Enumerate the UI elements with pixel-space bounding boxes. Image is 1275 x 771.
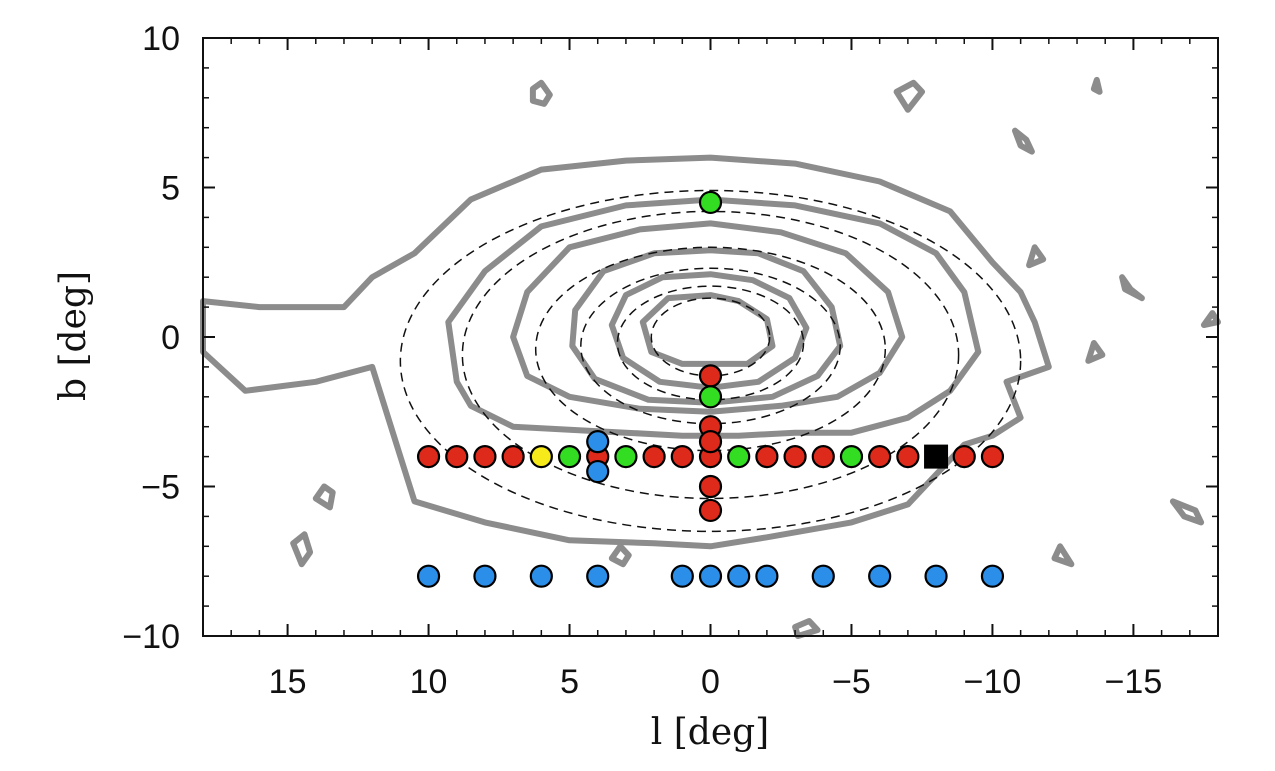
data-point-square: [924, 444, 949, 469]
data-point-red: [501, 445, 525, 469]
model-dashed-ellipse: [399, 189, 1022, 533]
density-contour: [1012, 127, 1035, 155]
y-tick-label: 5: [161, 170, 180, 208]
density-contour: [529, 79, 553, 107]
model-dashed-ellipse: [616, 285, 805, 401]
data-point-red: [980, 445, 1005, 469]
y-tick-label: −10: [122, 618, 180, 656]
data-point-yellow: [529, 445, 553, 469]
x-tick-label: 10: [410, 663, 448, 701]
density-contour: [893, 79, 925, 113]
x-tick-label: −5: [832, 663, 871, 701]
data-point-blue: [586, 430, 610, 454]
data-point-blue: [586, 459, 610, 484]
y-tick-label: 0: [161, 319, 180, 357]
data-point-green: [614, 445, 638, 469]
density-contour: [1051, 543, 1075, 568]
data-point-blue: [868, 564, 892, 588]
data-point-red: [952, 445, 976, 469]
data-point-red: [473, 445, 497, 469]
contour-layer: [200, 76, 1221, 639]
density-contour: [510, 220, 906, 415]
data-point-red: [811, 445, 835, 469]
x-axis-label: l [deg]: [651, 712, 769, 753]
y-tick-label: −5: [141, 469, 180, 507]
data-point-blue: [980, 564, 1005, 588]
density-contour: [1200, 310, 1221, 328]
density-contour: [639, 292, 776, 367]
data-point-red: [698, 474, 723, 499]
data-point-blue: [924, 564, 948, 588]
y-tick-label: 10: [142, 20, 180, 58]
data-point-blue: [698, 564, 723, 588]
data-point-layer: [416, 190, 1005, 588]
x-tick-label: 0: [701, 663, 720, 701]
y-axis-label: b [deg]: [53, 271, 94, 401]
data-point-red: [698, 498, 723, 523]
data-point-blue: [473, 564, 497, 588]
data-point-red: [670, 445, 694, 469]
data-point-green: [698, 190, 723, 215]
x-tick-label: −10: [964, 663, 1022, 701]
data-point-blue: [755, 564, 779, 588]
data-point-blue: [586, 564, 610, 588]
data-point-red: [416, 445, 441, 469]
x-tick-label: 15: [269, 663, 307, 701]
data-point-green: [727, 445, 751, 469]
density-contour: [1090, 76, 1103, 95]
data-point-blue: [811, 564, 835, 588]
x-tick-label: 5: [560, 663, 579, 701]
density-contour: [608, 543, 632, 568]
density-contour: [290, 531, 314, 568]
data-point-red: [868, 445, 892, 469]
data-point-green: [698, 385, 723, 409]
data-point-blue: [416, 564, 441, 588]
data-point-blue: [529, 564, 553, 588]
tick-layer: 15 10 5 0 −5 −10 −15 10 5 0 −5 −10: [122, 20, 1219, 701]
density-contour: [1169, 498, 1205, 526]
data-point-green: [839, 445, 864, 469]
data-point-red: [445, 445, 469, 469]
density-contour: [1085, 340, 1106, 364]
data-point-red: [896, 445, 920, 469]
data-point-blue: [670, 564, 694, 588]
model-dashed-ellipse: [534, 246, 887, 452]
density-contour: [1026, 244, 1047, 269]
data-point-blue: [727, 564, 751, 588]
density-contour: [200, 154, 1052, 550]
data-point-red: [698, 430, 723, 454]
density-contour: [312, 483, 336, 511]
density-contour: [1119, 274, 1145, 302]
data-point-red: [642, 445, 666, 469]
data-point-red: [755, 445, 779, 469]
density-contour: [792, 618, 821, 639]
data-point-red: [698, 364, 723, 388]
x-tick-label: −15: [1105, 663, 1163, 701]
data-point-green: [557, 445, 582, 469]
data-point-red: [783, 445, 807, 469]
